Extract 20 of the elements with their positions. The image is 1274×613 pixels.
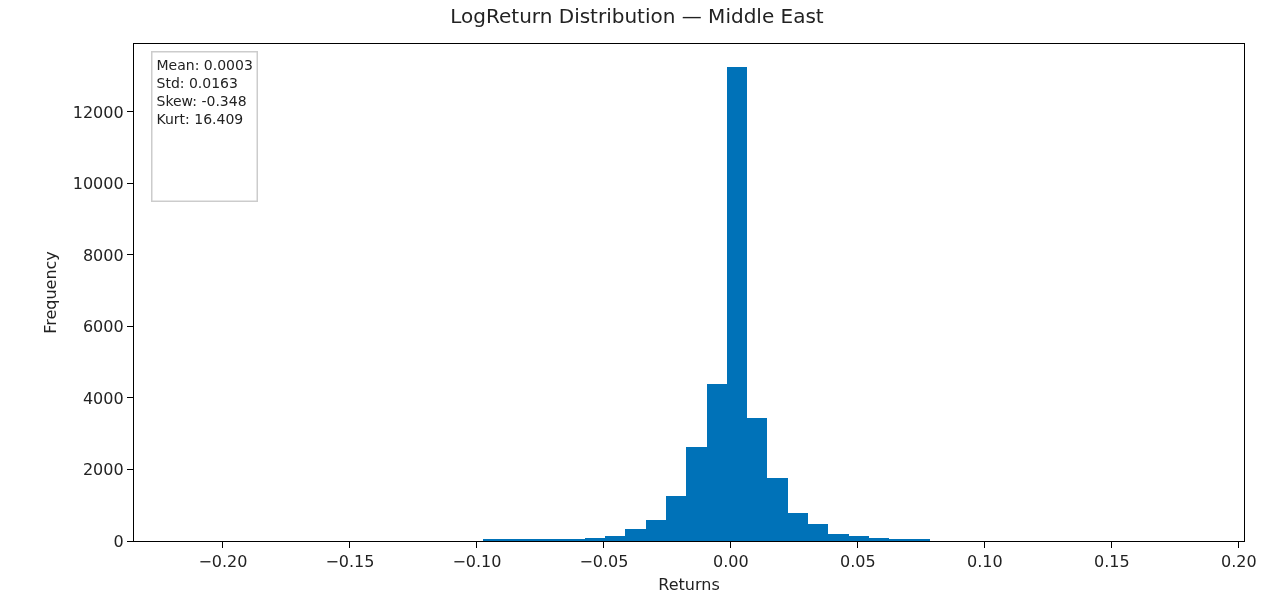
y-tick-label: 12000 (72, 102, 124, 122)
y-tick-label: 0 (113, 531, 124, 551)
y-tick-label: 10000 (72, 174, 124, 194)
x-axis-title: Returns (658, 575, 720, 595)
y-tick-label: 2000 (82, 460, 124, 480)
x-tick-label: 0.20 (1221, 552, 1257, 572)
y-tick-label: 4000 (82, 388, 124, 408)
x-tick-label: −0.10 (452, 552, 502, 572)
chart-title: LogReturn Distribution — Middle East (450, 4, 824, 29)
x-tick-label: −0.15 (325, 552, 375, 572)
x-tick-label: −0.05 (579, 552, 629, 572)
y-tick-label: 8000 (82, 245, 124, 265)
x-tick-label: −0.20 (198, 552, 248, 572)
y-tick-label: 6000 (82, 317, 124, 337)
annotation: Mean: 0.0003 Std: 0.0163 Skew: -0.348 Kurt: 16.409 (156, 56, 253, 128)
y-axis-title: Frequency (40, 251, 60, 334)
x-tick-label: 0.00 (713, 552, 749, 572)
x-tick-label: 0.05 (840, 552, 876, 572)
x-tick-label: 0.15 (1094, 552, 1130, 572)
x-tick-label: 0.10 (967, 552, 1003, 572)
